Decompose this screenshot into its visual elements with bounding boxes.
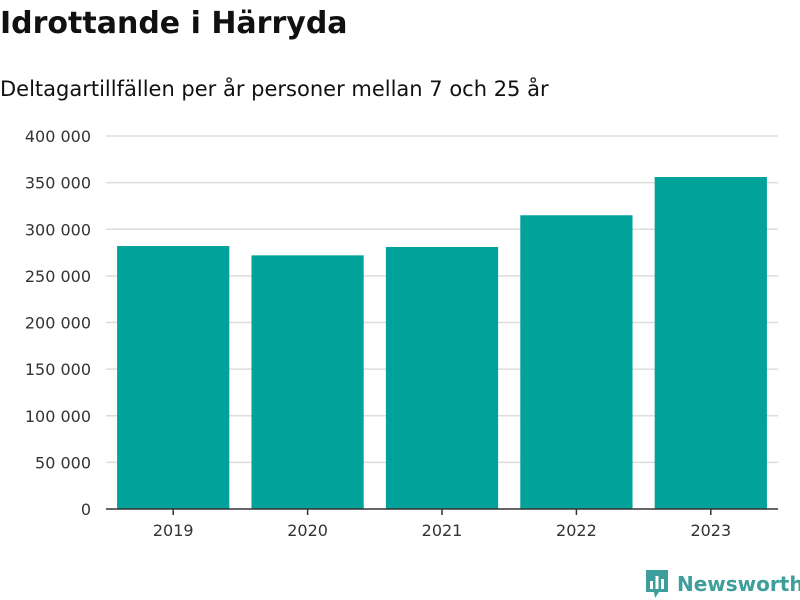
x-tick-label: 2021: [422, 521, 463, 540]
bar-2023: [654, 177, 767, 509]
brand-name: Newsworthy: [677, 572, 800, 596]
y-tick-label: 300 000: [25, 220, 91, 239]
x-tick-label: 2019: [153, 521, 194, 540]
x-tick-label: 2020: [287, 521, 328, 540]
y-tick-label: 200 000: [25, 314, 91, 333]
newsworthy-logo-icon: [646, 570, 668, 598]
y-tick-label: 50 000: [35, 453, 91, 472]
y-tick-label: 400 000: [25, 127, 91, 146]
x-tick-label: 2022: [556, 521, 597, 540]
chart-title: Idrottande i Härryda: [0, 6, 348, 41]
y-tick-label: 350 000: [25, 174, 91, 193]
bar-2022: [520, 215, 633, 509]
y-tick-label: 150 000: [25, 360, 91, 379]
y-tick-label: 0: [81, 500, 91, 519]
bar-2019: [117, 246, 230, 509]
chart-subtitle: Deltagartillfällen per år personer mella…: [0, 77, 549, 101]
newsworthy-logo: Newsworthy: [644, 568, 800, 600]
y-tick-label: 250 000: [25, 267, 91, 286]
x-tick-label: 2023: [690, 521, 731, 540]
bar-2020: [251, 255, 364, 509]
y-tick-label: 100 000: [25, 407, 91, 426]
bar-2021: [385, 246, 499, 509]
